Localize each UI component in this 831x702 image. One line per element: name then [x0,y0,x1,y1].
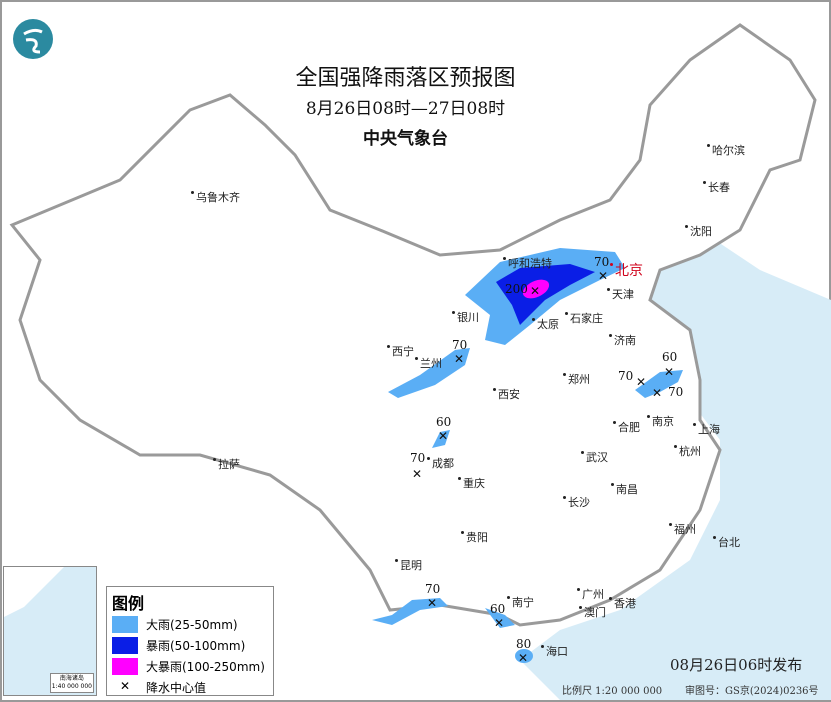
city-label: 银川 [452,311,479,324]
legend-swatch [112,658,138,675]
city-label: 成都 [427,457,454,470]
inset-caption-name: 南海诸岛 [59,675,84,682]
china-outline [9,23,817,627]
city-label: 拉萨 [213,458,240,471]
inset-caption-scale: 1:40 000 000 [51,683,92,690]
forecast-period: 8月26日08时—27日08时 [305,99,506,119]
issued-time: 08月26日06时发布 [670,656,803,674]
precip-center-value: 60 [436,415,452,429]
x-mark-icon: ✕ [494,616,505,630]
city-label: 沈阳 [685,225,712,238]
city-label: 南宁 [507,596,534,609]
approval-number: 审图号：GS京(2024)0236号 [685,686,819,697]
city-label: 兰州 [415,357,442,370]
city-label: 乌鲁木齐 [191,191,240,204]
rainstorm-north [496,264,595,325]
city-label: 广州 [577,588,604,601]
city-label: 郑州 [563,373,590,386]
city-label: 西宁 [387,345,414,358]
city-label: 武汉 [581,451,608,464]
city-label: 南京 [647,415,674,428]
city-label: 哈尔滨 [707,144,745,157]
precip-center-value: 70 [618,369,634,383]
city-label: 福州 [669,523,696,536]
city-label: 西安 [493,388,520,401]
city-label-capital: 北京 [610,263,643,279]
map-title: 全国强降雨落区预报图 [295,66,516,91]
city-label: 南昌 [611,483,638,496]
legend-item-heavy-rainstorm: 大暴雨(100-250mm) [112,656,273,677]
legend-label: 暴雨(50-100mm) [146,639,246,653]
precip-center-value: 200 [505,282,528,296]
precip-center-value: 80 [516,637,532,651]
precip-center-value: 70 [410,451,426,465]
agency-name: 中央气象台 [363,129,448,149]
cma-logo [12,18,54,60]
x-mark-icon: ✕ [119,679,131,693]
x-mark-icon: ✕ [454,352,465,366]
city-label: 海口 [541,645,568,658]
city-label: 长沙 [563,496,590,509]
legend: 图例 大雨(25-50mm) 暴雨(50-100mm) 大暴雨(100-250m… [106,586,274,696]
sea-area [520,230,831,700]
x-mark-icon: ✕ [427,596,438,610]
city-label: 长春 [703,181,730,194]
city-label: 台北 [713,536,740,549]
city-label: 合肥 [613,421,640,434]
legend-label: 大雨(25-50mm) [146,618,238,632]
x-mark-icon: ✕ [518,651,529,665]
legend-label: 大暴雨(100-250mm) [146,660,265,674]
city-label: 太原 [532,318,559,331]
legend-swatch [112,616,138,633]
inset-caption: 南海诸岛 1:40 000 000 [49,673,94,693]
legend-item-precip-center: ✕ 降水中心值 [112,677,273,698]
city-label: 济南 [609,334,636,347]
x-mark-icon: ✕ [664,365,675,379]
legend-item-rainstorm: 暴雨(50-100mm) [112,635,273,656]
x-mark-icon: ✕ [652,386,663,400]
south-china-sea-inset: 南海诸岛 1:40 000 000 [3,566,97,696]
city-label: 重庆 [458,477,485,490]
rain-heavy-hainan [515,649,533,663]
city-label: 天津 [607,288,634,301]
city-label: 香港 [609,597,636,610]
legend-title: 图例 [112,594,145,613]
rain-heavy-sichuan [432,430,450,448]
city-label: 贵阳 [461,531,488,544]
x-mark-icon: ✕ [530,284,541,298]
precip-center-value: 70 [594,255,610,269]
precip-center-value: 70 [425,582,441,596]
city-label: 上海 [693,423,720,436]
legend-label: 降水中心值 [146,681,207,695]
x-mark-icon: ✕ [598,269,609,283]
precip-center-value: 70 [668,385,684,399]
heavy-rainstorm-north [522,279,550,299]
city-label: 杭州 [674,445,701,458]
rain-heavy-south-border [372,598,515,628]
rain-heavy-lanzhou [388,348,470,398]
x-mark-icon: ✕ [636,375,647,389]
city-label: 呼和浩特 [503,257,552,270]
x-mark-icon: ✕ [412,467,423,481]
city-label: 石家庄 [565,312,603,325]
precip-center-value: 60 [490,602,506,616]
precip-center-value: 60 [662,350,678,364]
city-label: 澳门 [579,606,606,619]
map-scale: 比例尺 1:20 000 000 [562,686,663,697]
x-mark-icon: ✕ [438,429,449,443]
rain-heavy-jiangsu [635,370,683,398]
city-label: 昆明 [395,559,422,572]
legend-item-heavy-rain: 大雨(25-50mm) [112,614,273,635]
precip-center-value: 70 [452,338,468,352]
legend-swatch [112,637,138,654]
